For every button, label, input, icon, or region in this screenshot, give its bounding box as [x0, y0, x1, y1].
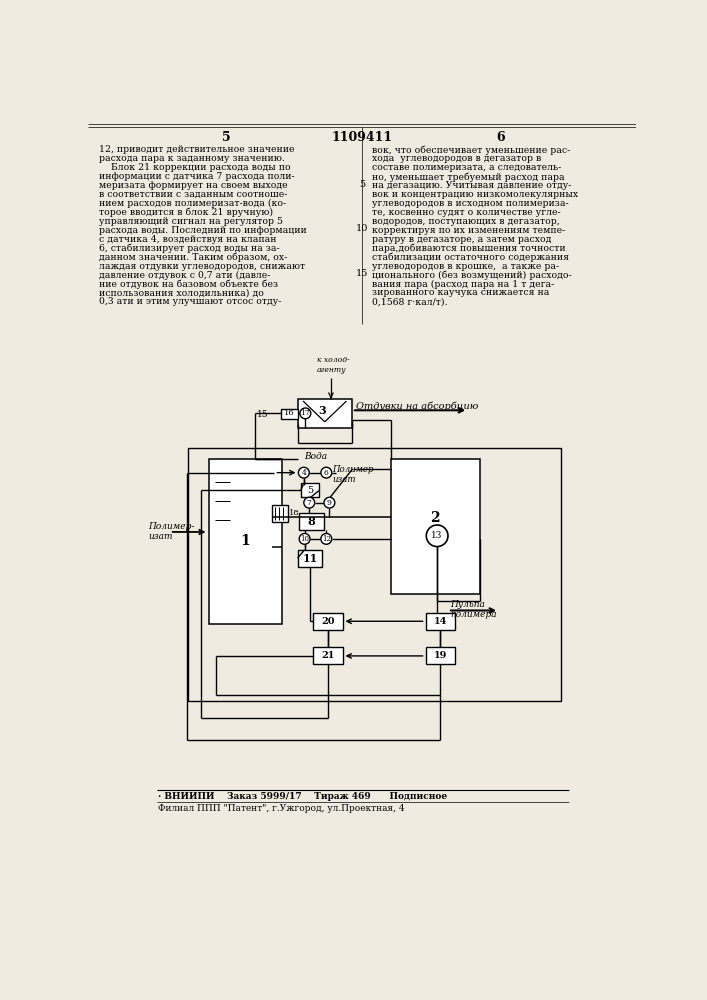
Text: вок и концентрацию низкомолекулярных: вок и концентрацию низкомолекулярных	[372, 190, 578, 199]
Text: 6: 6	[324, 469, 329, 477]
Text: 3: 3	[319, 405, 327, 416]
Text: 15: 15	[356, 269, 368, 278]
Text: ратуру в дегазаторе, а затем расход: ратуру в дегазаторе, а затем расход	[372, 235, 551, 244]
Text: расхода воды. Последний по информации: расхода воды. Последний по информации	[99, 226, 307, 235]
Text: 1109411: 1109411	[332, 131, 392, 144]
Text: углеводородов в исходном полимериза-: углеводородов в исходном полимериза-	[372, 199, 568, 208]
Circle shape	[304, 497, 315, 508]
Circle shape	[321, 467, 332, 478]
Text: 20: 20	[321, 617, 334, 626]
Text: Полимер-
изат: Полимер- изат	[332, 465, 377, 484]
Text: Отдувки на абсорбцию: Отдувки на абсорбцию	[356, 401, 478, 411]
Text: ционального (без возмущений) расходо-: ционального (без возмущений) расходо-	[372, 270, 572, 280]
Text: 5: 5	[307, 486, 313, 495]
Text: использования холодильника) до: использования холодильника) до	[99, 288, 264, 297]
Text: ние отдувок на базовом объекте без: ние отдувок на базовом объекте без	[99, 279, 279, 289]
Text: данном значении. Таким образом, ох-: данном значении. Таким образом, ох-	[99, 253, 288, 262]
Text: Филиал ППП "Патент", г.Ужгород, ул.Проектная, 4: Филиал ППП "Патент", г.Ужгород, ул.Проек…	[158, 804, 404, 813]
Text: 15: 15	[257, 410, 269, 419]
Text: 7: 7	[307, 499, 312, 507]
Text: лаждая отдувки углеводородов, снижают: лаждая отдувки углеводородов, снижают	[99, 262, 305, 271]
Bar	[209, 459, 282, 624]
Bar	[187, 448, 561, 701]
Text: в соответствии с заданным соотноше-: в соответствии с заданным соотноше-	[99, 190, 288, 199]
Text: зированного каучука снижается на: зированного каучука снижается на	[372, 288, 549, 297]
Text: стабилизации остаточного содержания: стабилизации остаточного содержания	[372, 253, 569, 262]
Text: хода  углеводородов в дегазатор в: хода углеводородов в дегазатор в	[372, 154, 542, 163]
Text: Полимер-
изат: Полимер- изат	[148, 522, 194, 541]
Circle shape	[426, 525, 448, 547]
Text: те, косвенно судят о количестве угле-: те, косвенно судят о количестве угле-	[372, 208, 561, 217]
Bar	[281, 409, 298, 419]
Bar	[313, 647, 343, 664]
Bar	[426, 613, 455, 630]
Text: 5: 5	[222, 131, 230, 144]
Text: 2: 2	[430, 511, 440, 525]
Bar	[299, 513, 324, 530]
Text: 1: 1	[240, 534, 250, 548]
Text: торое вводится в блок 21 вручную): торое вводится в блок 21 вручную)	[99, 208, 274, 217]
Text: информации с датчика 7 расхода поли-: информации с датчика 7 расхода поли-	[99, 172, 295, 181]
Text: 12: 12	[322, 535, 331, 543]
Text: 19: 19	[433, 651, 447, 660]
Circle shape	[299, 533, 310, 544]
Text: 10: 10	[300, 535, 309, 543]
Text: 13: 13	[431, 531, 443, 540]
Circle shape	[321, 533, 332, 544]
Text: 10: 10	[356, 224, 368, 233]
Bar	[272, 505, 288, 522]
Text: давление отдувок с 0,7 ати (давле-: давление отдувок с 0,7 ати (давле-	[99, 270, 271, 280]
Bar	[391, 459, 480, 594]
Text: корректируя по их изменениям темпе-: корректируя по их изменениям темпе-	[372, 226, 566, 235]
Bar	[426, 647, 455, 664]
Text: но, уменьшает требуемый расход пара: но, уменьшает требуемый расход пара	[372, 172, 565, 182]
Text: 17: 17	[300, 409, 310, 417]
Text: 8: 8	[308, 516, 315, 527]
Text: с датчика 4, воздействуя на клапан: с датчика 4, воздействуя на клапан	[99, 235, 276, 244]
Text: · ВНИИПИ    Заказ 5999/17    Тираж 469      Подписное: · ВНИИПИ Заказ 5999/17 Тираж 469 Подписн…	[158, 792, 448, 801]
Text: расхода пара к заданному значению.: расхода пара к заданному значению.	[99, 154, 285, 163]
Text: Вода: Вода	[304, 452, 327, 461]
Circle shape	[300, 408, 311, 419]
Text: 14: 14	[433, 617, 447, 626]
Text: 16: 16	[284, 409, 294, 417]
Text: углеводородов в крошке,  а также ра-: углеводородов в крошке, а также ра-	[372, 262, 559, 271]
Bar	[313, 613, 343, 630]
Text: 6, стабилизирует расход воды на за-: 6, стабилизирует расход воды на за-	[99, 244, 280, 253]
Text: меризата формирует на своем выходе: меризата формирует на своем выходе	[99, 181, 288, 190]
Text: 21: 21	[321, 651, 334, 660]
Text: пара,добиваются повышения точности: пара,добиваются повышения точности	[372, 244, 566, 253]
Text: нием расходов полимеризат-вода (ко-: нием расходов полимеризат-вода (ко-	[99, 199, 286, 208]
Text: Пульпа
полимера: Пульпа полимера	[450, 600, 497, 619]
Text: 4: 4	[301, 469, 306, 477]
Text: 12, приводит действительное значение: 12, приводит действительное значение	[99, 145, 295, 154]
Circle shape	[298, 467, 309, 478]
Text: управляющий сигнал на регулятор 5: управляющий сигнал на регулятор 5	[99, 217, 283, 226]
Circle shape	[324, 497, 335, 508]
Text: 11: 11	[303, 553, 317, 564]
Text: вания пара (расход пара на 1 т дега-: вания пара (расход пара на 1 т дега-	[372, 279, 554, 289]
Text: 0,1568 г·кал/т).: 0,1568 г·кал/т).	[372, 297, 448, 306]
Text: 18: 18	[289, 509, 300, 517]
Text: составе полимеризата, а следователь-: составе полимеризата, а следователь-	[372, 163, 561, 172]
Text: 0,3 ати и этим улучшают отсос отду-: 0,3 ати и этим улучшают отсос отду-	[99, 297, 281, 306]
Text: 5: 5	[359, 180, 365, 189]
Text: 6: 6	[496, 131, 505, 144]
Text: водородов, поступающих в дегазатор,: водородов, поступающих в дегазатор,	[372, 217, 560, 226]
Bar	[298, 399, 352, 428]
Text: вок, что обеспечивает уменьшение рас-: вок, что обеспечивает уменьшение рас-	[372, 145, 571, 155]
Text: на дегазацию. Учитывая давление отду-: на дегазацию. Учитывая давление отду-	[372, 181, 571, 190]
Text: к холод-
агенту: к холод- агенту	[317, 356, 350, 374]
Bar	[300, 483, 320, 497]
Bar	[298, 550, 322, 567]
Text: 9: 9	[327, 499, 332, 507]
Text: Блок 21 коррекции расхода воды по: Блок 21 коррекции расхода воды по	[99, 163, 291, 172]
